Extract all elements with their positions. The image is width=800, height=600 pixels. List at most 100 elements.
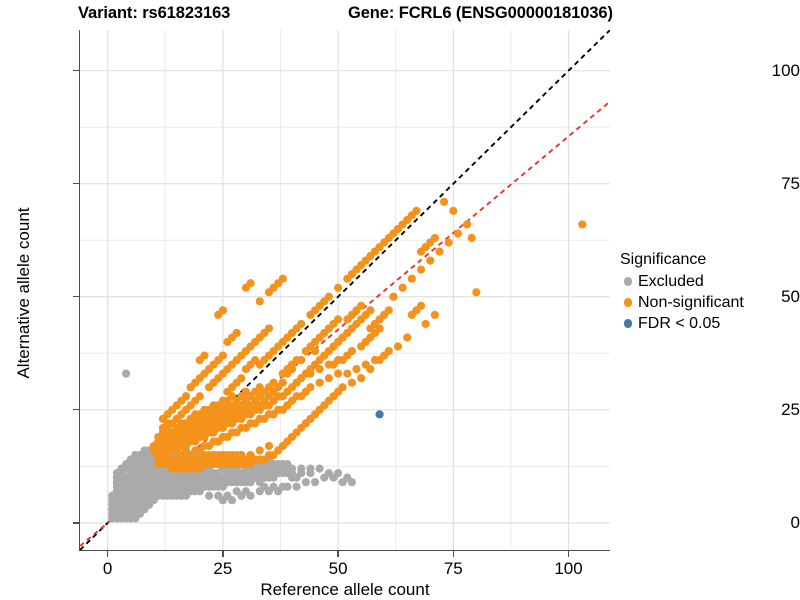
x-tick-mark: [107, 551, 109, 557]
data-point: [292, 355, 301, 365]
data-point: [278, 274, 287, 283]
x-axis-title: Reference allele count: [260, 580, 430, 599]
data-point: [320, 473, 329, 482]
data-point: [154, 432, 163, 442]
x-tick-mark: [452, 551, 454, 557]
data-point: [347, 378, 357, 387]
point-group-fdr-0-05: [375, 410, 384, 419]
data-point: [255, 297, 264, 306]
data-point: [195, 392, 204, 401]
scatter-plot-svg: [80, 30, 610, 550]
legend-item-non-significant[interactable]: Non-significant: [620, 292, 798, 313]
y-tick-mark: [73, 183, 79, 185]
data-point: [453, 229, 463, 238]
data-point: [246, 478, 255, 487]
data-point: [121, 369, 131, 378]
data-point: [315, 365, 324, 374]
data-point: [384, 346, 393, 356]
data-point: [237, 478, 246, 487]
data-point: [227, 478, 237, 487]
data-point: [366, 306, 375, 315]
data-point: [274, 459, 283, 469]
x-axis-line: [79, 549, 610, 551]
data-point: [430, 233, 439, 243]
data-point: [347, 478, 357, 487]
data-point: [416, 301, 426, 310]
data-point: [287, 473, 297, 482]
data-point: [333, 369, 343, 378]
data-point: [255, 487, 264, 496]
data-point: [384, 306, 393, 315]
y-axis-title: Alternative allele count: [14, 207, 33, 379]
data-point: [352, 365, 361, 374]
legend-title: Significance: [620, 251, 707, 268]
data-point: [283, 482, 292, 491]
data-point: [218, 482, 227, 491]
y-tick-label: 50: [781, 287, 800, 307]
data-point: [283, 459, 292, 469]
data-point: [264, 487, 274, 496]
data-point: [227, 496, 237, 505]
data-point: [149, 441, 158, 451]
legend-key-icon: [620, 271, 636, 292]
y-axis-line: [79, 30, 81, 550]
data-point: [343, 369, 352, 378]
x-tick-label: 75: [443, 559, 463, 578]
y-tick-mark: [73, 522, 79, 524]
data-point: [426, 256, 435, 265]
data-point: [264, 324, 274, 333]
data-point: [435, 247, 444, 256]
data-point: [264, 441, 274, 451]
data-point: [255, 446, 264, 455]
data-point: [292, 482, 301, 491]
y-tick-mark: [73, 296, 79, 298]
y-tick-label: 75: [781, 174, 800, 194]
x-tick-mark: [222, 551, 224, 557]
data-point: [209, 482, 218, 491]
data-point: [200, 351, 209, 360]
data-point: [338, 478, 347, 487]
x-tick-label: 25: [213, 559, 233, 578]
legend-item-label: Non-significant: [638, 294, 744, 311]
data-point: [324, 374, 333, 383]
y-tick-label: 0: [790, 513, 800, 533]
y-tick-label: 25: [781, 400, 800, 420]
data-point: [338, 355, 347, 365]
data-point: [338, 383, 347, 392]
data-point: [366, 324, 375, 333]
data-point: [292, 392, 301, 401]
reference-line-identity: [80, 30, 610, 550]
data-point: [403, 333, 412, 342]
data-point: [154, 455, 163, 464]
data-point: [108, 491, 117, 500]
legend-items: Excluded Non-significant FDR < 0.05: [620, 271, 798, 334]
data-point: [283, 401, 292, 410]
data-point: [301, 478, 310, 487]
legend-key-icon: [620, 292, 636, 313]
data-point: [269, 473, 278, 482]
data-point: [218, 496, 227, 505]
x-tick-label: 50: [328, 559, 348, 578]
data-point: [218, 432, 227, 442]
data-point: [310, 478, 320, 487]
data-point: [333, 315, 343, 324]
data-point: [218, 351, 227, 360]
legend-item-excluded[interactable]: Excluded: [620, 271, 798, 292]
legend-item-fdr-0-05[interactable]: FDR < 0.05: [620, 313, 798, 334]
x-tick-mark: [337, 551, 339, 557]
data-point: [163, 419, 172, 428]
data-point: [333, 283, 343, 292]
data-point: [449, 206, 458, 215]
data-point: [181, 446, 191, 455]
data-point: [430, 310, 439, 319]
data-point: [315, 464, 324, 473]
data-point: [278, 378, 287, 387]
data-point: [472, 288, 481, 297]
data-point: [227, 428, 237, 437]
data-point: [209, 437, 218, 446]
x-tick-mark: [567, 551, 570, 557]
data-point: [191, 446, 200, 455]
data-point: [375, 410, 384, 419]
legend-dot-icon: [623, 298, 633, 307]
